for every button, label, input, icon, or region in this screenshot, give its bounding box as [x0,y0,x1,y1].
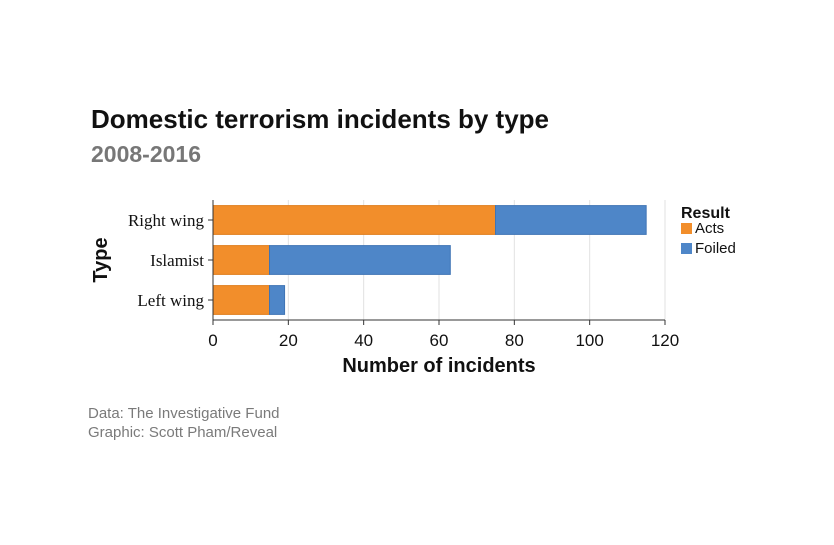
graphic-credit: Graphic: Scott Pham/Reveal [88,424,278,441]
bar-foiled [269,285,286,315]
x-tick-label: 40 [354,331,373,350]
bar-acts [212,285,270,315]
bar-acts [212,245,270,275]
x-tick-label: 20 [279,331,298,350]
legend-swatch-acts [681,223,692,234]
bar-foiled [269,245,451,275]
bar-foiled [495,205,647,235]
x-tick-label: 100 [575,331,603,350]
y-tick-label: Left wing [137,291,204,310]
legend-label-foiled: Foiled [695,240,736,257]
x-tick-label: 120 [651,331,679,350]
chart-title: Domestic terrorism incidents by type [91,104,550,134]
x-tick-label: 0 [208,331,217,350]
y-tick-label: Right wing [128,211,205,230]
bar-acts [212,205,496,235]
chart-subtitle: 2008-2016 [91,141,201,167]
legend-swatch-foiled [681,243,692,254]
data-source: Data: The Investigative Fund [88,405,280,422]
bars [212,205,647,315]
legend: Result Acts Foiled [681,205,736,257]
y-ticks: Right wing Islamist Left wing [128,211,213,310]
x-tick-label: 80 [505,331,524,350]
x-tick-label: 60 [430,331,449,350]
x-axis-label: Number of incidents [342,355,535,377]
y-axis-label: Type [90,237,112,282]
y-tick-label: Islamist [150,251,204,270]
legend-title: Result [681,205,731,222]
credits: Data: The Investigative Fund Graphic: Sc… [88,404,280,442]
legend-label-acts: Acts [695,220,724,237]
x-ticks: 0 20 40 60 80 100 120 [208,320,679,350]
